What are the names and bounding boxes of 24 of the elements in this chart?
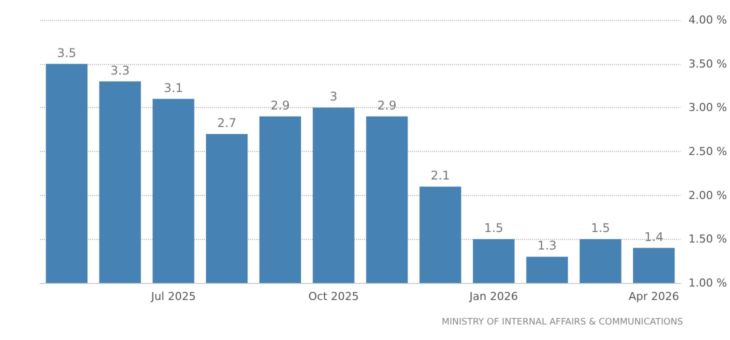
data-label: 2.9: [270, 98, 290, 112]
y-tick-label: 3.00 %: [688, 101, 728, 114]
x-tick-label: Oct 2025: [308, 290, 359, 303]
y-tick-label: 4.00 %: [688, 14, 728, 26]
data-label: 3.1: [164, 80, 183, 95]
text: MINISTRY OF INTERNAL AFFAIRS & COMMUNICATIONS: [442, 318, 684, 328]
y-tick-label: 3.50 %: [688, 57, 728, 70]
data-label: 2.9: [377, 98, 397, 112]
data-label: 1.3: [538, 238, 557, 253]
data-label: 2.1: [430, 168, 450, 183]
data-label: 3.3: [110, 63, 130, 78]
data-label: 1.5: [590, 221, 610, 236]
y-tick-label: 1.50 %: [688, 232, 728, 246]
y-tick-label: 2.50 %: [688, 145, 728, 158]
data-label: 1.4: [644, 230, 664, 244]
y-tick-label: 2.00 %: [688, 188, 728, 202]
x-tick-label: Jan 2026: [468, 290, 518, 303]
data-label: 3: [330, 90, 338, 104]
y-tick-label: 1.00 %: [688, 276, 728, 290]
data-label: 1.5: [484, 221, 504, 236]
data-label: 3.5: [57, 46, 76, 60]
data-label: 2.7: [217, 116, 236, 130]
x-tick-label: Jul 2025: [150, 290, 196, 303]
x-tick-label: Apr 2026: [628, 290, 680, 303]
